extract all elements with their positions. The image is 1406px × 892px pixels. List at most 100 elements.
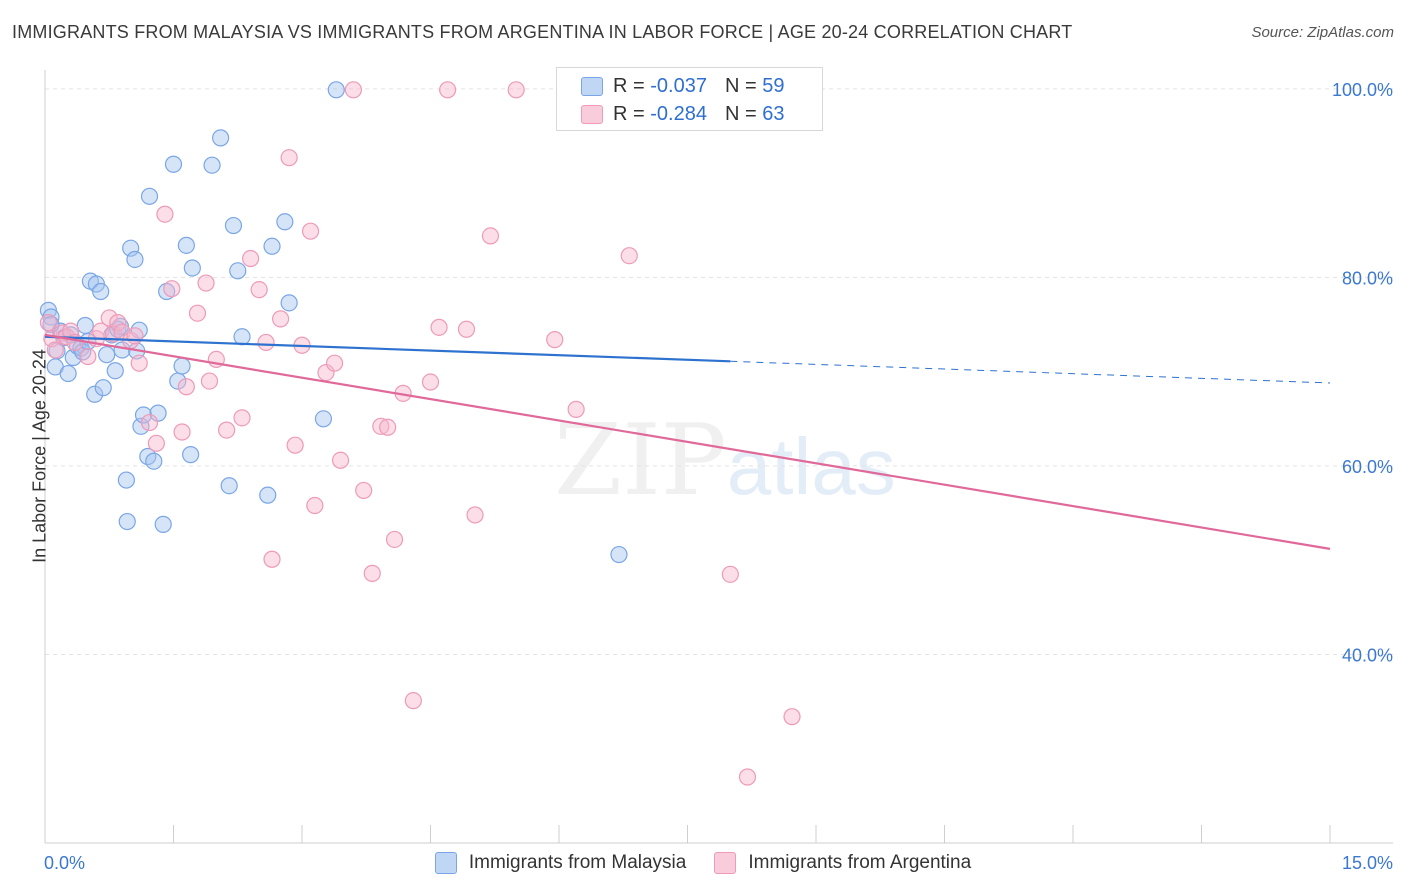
malaysia-n-value: 59 — [762, 74, 785, 97]
malaysia-point — [177, 236, 195, 254]
argentina-point — [355, 481, 373, 500]
legend-item-argentina[interactable]: Immigrants from Argentina — [714, 852, 971, 874]
argentina-n-label: N = — [724, 102, 757, 125]
malaysia-point — [280, 294, 298, 312]
argentina-point — [466, 506, 484, 524]
argentina-point — [147, 434, 165, 452]
malaysia-point — [118, 512, 136, 531]
malaysia-point — [203, 156, 221, 174]
argentina-point — [79, 347, 97, 366]
chart-title: IMMIGRANTS FROM MALAYSIA VS IMMIGRANTS F… — [12, 22, 1073, 42]
x-tick-label-min: 0.0% — [44, 853, 85, 873]
malaysia-point — [149, 404, 167, 422]
legend-item-malaysia[interactable]: Immigrants from Malaysia — [434, 852, 687, 874]
argentina-point — [421, 373, 440, 391]
malaysia-point — [145, 452, 163, 470]
argentina-point — [280, 149, 298, 167]
argentina-point — [385, 530, 404, 549]
data-points — [39, 81, 801, 786]
malaysia-point — [220, 477, 238, 495]
argentina-point — [738, 768, 757, 786]
argentina-point — [140, 413, 159, 432]
gridlines — [45, 88, 1393, 655]
argentina-point — [783, 708, 801, 726]
argentina-point — [404, 692, 422, 710]
malaysia-point — [314, 410, 333, 428]
argentina-point — [177, 378, 195, 396]
argentina-point — [430, 318, 448, 336]
malaysia-point — [610, 545, 628, 564]
axes — [44, 70, 1393, 844]
series-legend: Immigrants from Malaysia Immigrants from… — [0, 852, 1406, 874]
malaysia-point — [98, 346, 116, 364]
argentina-point — [457, 320, 476, 338]
malaysia-point — [59, 364, 77, 383]
malaysia-n-label: N = — [724, 74, 757, 97]
argentina-point — [163, 280, 181, 298]
argentina-point — [173, 423, 191, 441]
source-credit: Source: ZipAtlas.com — [1251, 24, 1394, 41]
y-tick-label: 100.0% — [1332, 80, 1393, 100]
malaysia-point — [106, 362, 124, 380]
legend-label-argentina: Immigrants from Argentina — [748, 852, 972, 873]
malaysia-point — [140, 187, 159, 205]
argentina-point — [130, 354, 148, 372]
malaysia-trend-line — [44, 335, 731, 363]
malaysia-point — [224, 216, 243, 235]
argentina-point — [109, 314, 127, 332]
argentina-point — [372, 417, 390, 435]
malaysia-r-value: -0.037 — [650, 74, 707, 97]
correlation-legend: R = -0.037 N = 59 R = -0.284 N = 63 — [556, 67, 823, 131]
x-tick-label-max: 15.0% — [1342, 853, 1393, 873]
argentina-point — [126, 327, 144, 345]
trend-lines — [44, 333, 1331, 550]
legend-row-malaysia: R = -0.037 N = 59 — [581, 73, 784, 99]
malaysia-point — [117, 471, 135, 489]
argentina-point — [271, 310, 290, 328]
tick-labels: 40.0% 60.0% 80.0% 100.0% 0.0% 15.0% — [44, 80, 1393, 873]
legend-row-argentina: R = -0.284 N = 63 — [581, 101, 784, 127]
malaysia-point — [233, 328, 251, 346]
argentina-point — [233, 409, 251, 427]
argentina-point — [620, 247, 638, 265]
zipatlas-watermark: ZIPatlas — [554, 404, 896, 518]
watermark-atlas: atlas — [726, 422, 896, 511]
argentina-r-value: -0.284 — [650, 102, 707, 125]
argentina-point — [507, 81, 525, 99]
argentina-point — [301, 222, 320, 240]
argentina-point — [218, 421, 236, 439]
malaysia-point — [183, 259, 201, 277]
argentina-point — [46, 341, 64, 359]
malaysia-point — [173, 357, 191, 375]
argentina-r-label: R = — [613, 102, 645, 125]
argentina-point — [200, 372, 219, 390]
argentina-swatch — [581, 104, 603, 124]
malaysia-point — [182, 446, 200, 464]
malaysia-point — [92, 282, 110, 301]
y-tick-label: 40.0% — [1342, 645, 1393, 665]
watermark-zip: ZIP — [554, 404, 727, 518]
argentina-point — [439, 81, 457, 99]
y-tick-label: 60.0% — [1342, 457, 1393, 477]
legend-label-malaysia: Immigrants from Malaysia — [468, 852, 687, 873]
argentina-point — [721, 565, 739, 583]
malaysia-trend-extension — [730, 360, 1331, 384]
malaysia-point — [259, 486, 277, 504]
argentina-point — [481, 227, 500, 245]
y-tick-label: 80.0% — [1342, 268, 1393, 288]
malaysia-point — [327, 81, 345, 99]
argentina-point — [379, 418, 397, 436]
malaysia-point — [126, 250, 144, 269]
argentina-point — [100, 309, 118, 327]
malaysia-point — [229, 262, 247, 280]
malaysia-point — [154, 515, 172, 533]
malaysia-point — [76, 316, 94, 335]
argentina-trend-line — [44, 333, 1331, 550]
malaysia-point — [212, 129, 230, 147]
argentina-point — [286, 436, 304, 454]
argentina-point — [156, 205, 174, 223]
legend-swatch-malaysia — [434, 852, 457, 874]
malaysia-point — [276, 213, 294, 231]
argentina-point — [197, 274, 215, 292]
